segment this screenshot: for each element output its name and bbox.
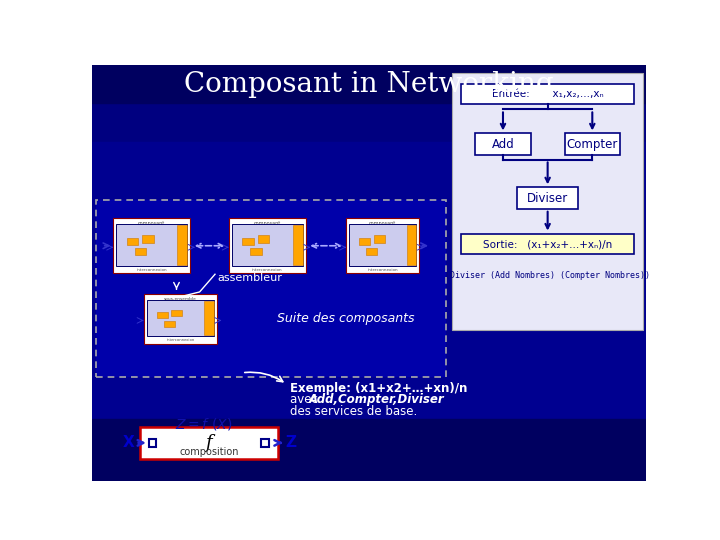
FancyBboxPatch shape (366, 248, 377, 255)
FancyBboxPatch shape (564, 133, 620, 155)
Text: sous-ensemble: sous-ensemble (164, 297, 197, 301)
FancyBboxPatch shape (374, 235, 384, 242)
Text: Exemple: (x1+x2+…+xn)/n: Exemple: (x1+x2+…+xn)/n (290, 382, 468, 395)
Text: f: f (205, 434, 212, 452)
Text: Diviser: Diviser (527, 192, 568, 205)
FancyBboxPatch shape (359, 238, 370, 245)
FancyBboxPatch shape (135, 248, 146, 255)
Text: Sortie:   (x₁+x₂+...+xₙ)/n: Sortie: (x₁+x₂+...+xₙ)/n (483, 239, 612, 249)
FancyBboxPatch shape (177, 225, 187, 265)
FancyBboxPatch shape (293, 225, 303, 265)
FancyBboxPatch shape (171, 309, 182, 316)
Bar (92, 419, 647, 481)
FancyBboxPatch shape (164, 321, 175, 327)
FancyBboxPatch shape (461, 84, 634, 104)
Text: Z: Z (286, 435, 297, 450)
Text: composant: composant (369, 221, 397, 226)
Bar (92, 142, 647, 419)
Text: Compter: Compter (567, 138, 618, 151)
FancyBboxPatch shape (113, 218, 190, 273)
FancyBboxPatch shape (349, 224, 416, 266)
Text: interconnexion: interconnexion (252, 268, 283, 272)
Text: interconnexion: interconnexion (367, 268, 398, 272)
FancyBboxPatch shape (261, 439, 269, 447)
FancyBboxPatch shape (147, 300, 214, 336)
FancyBboxPatch shape (346, 218, 420, 273)
FancyBboxPatch shape (517, 187, 578, 209)
Text: X: X (123, 435, 135, 450)
FancyBboxPatch shape (258, 235, 269, 242)
FancyBboxPatch shape (407, 225, 416, 265)
FancyBboxPatch shape (156, 312, 168, 318)
Text: composition: composition (179, 447, 238, 457)
Text: $Z = f\ (X)$: $Z = f\ (X)$ (175, 416, 232, 433)
FancyBboxPatch shape (204, 301, 214, 335)
FancyBboxPatch shape (250, 248, 261, 255)
Text: interconnexion: interconnexion (137, 268, 167, 272)
FancyBboxPatch shape (143, 235, 154, 242)
Text: assembleur: assembleur (217, 273, 282, 283)
FancyBboxPatch shape (127, 238, 138, 245)
FancyBboxPatch shape (461, 234, 634, 254)
Text: interconnexion: interconnexion (166, 339, 194, 342)
Text: (Diviser (Add Nombres) (Compter Nombres)): (Diviser (Add Nombres) (Compter Nombres)… (445, 271, 650, 280)
Text: avec: avec (290, 393, 322, 406)
Text: Add: Add (492, 138, 514, 151)
FancyBboxPatch shape (475, 133, 531, 155)
FancyBboxPatch shape (144, 294, 217, 344)
FancyBboxPatch shape (232, 224, 303, 266)
Bar (92, 65, 647, 103)
Text: Composant in Networking: Composant in Networking (184, 71, 554, 98)
Text: composant: composant (138, 221, 166, 226)
Text: Entrée:       x₁,x₂,...,xₙ: Entrée: x₁,x₂,...,xₙ (492, 89, 603, 99)
FancyBboxPatch shape (140, 427, 278, 459)
Text: composant: composant (253, 221, 281, 226)
FancyBboxPatch shape (243, 238, 254, 245)
FancyBboxPatch shape (229, 218, 306, 273)
FancyBboxPatch shape (149, 439, 156, 447)
FancyBboxPatch shape (96, 200, 446, 377)
Text: des services de base.: des services de base. (290, 405, 418, 418)
FancyBboxPatch shape (117, 224, 187, 266)
FancyBboxPatch shape (452, 72, 643, 330)
Text: Suite des composants: Suite des composants (277, 313, 415, 326)
Text: Add,Compter,Diviser: Add,Compter,Diviser (309, 393, 444, 406)
